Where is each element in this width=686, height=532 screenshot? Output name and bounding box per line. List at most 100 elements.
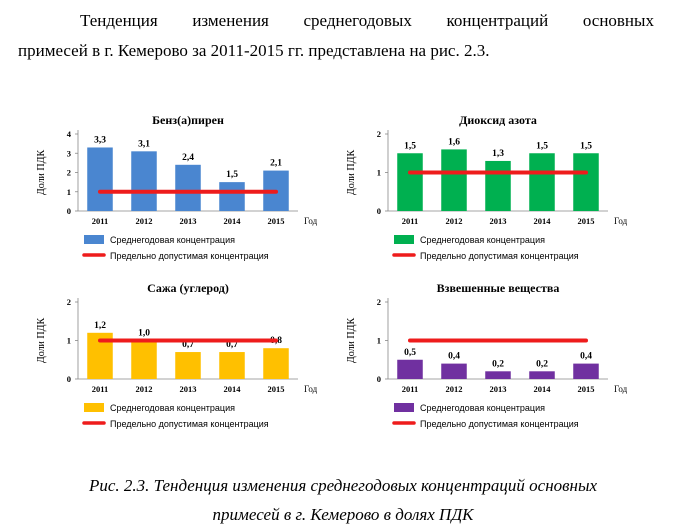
- intro-word: среднегодовых: [303, 11, 412, 30]
- x-tick-label: 2012: [136, 216, 153, 226]
- y-tick-label: 1: [377, 168, 381, 178]
- bar-value-label: 1,6: [448, 137, 460, 147]
- figure-caption-line-1: Рис. 2.3. Тенденция изменения среднегодо…: [88, 476, 598, 495]
- bar-value-label: 0,4: [448, 352, 460, 362]
- legend-label: Среднегодовая концентрация: [420, 235, 545, 245]
- x-tick-label: 2011: [92, 384, 109, 394]
- bar-value-label: 3,3: [94, 135, 106, 145]
- x-tick-label: 2011: [92, 216, 109, 226]
- x-axis-label: Год: [304, 216, 318, 226]
- bar-value-label: 1,5: [226, 170, 238, 180]
- bar-value-label: 1,5: [404, 141, 416, 151]
- chart-title: Бенз(а)пирен: [152, 113, 224, 127]
- bar: [131, 340, 157, 379]
- legend-label: Предельно допустимая концентрация: [110, 251, 269, 261]
- chart-svg: Сажа (углерод) Доли ПДК 0 1 2 1,2 2011 1,0 2012 0…: [36, 281, 318, 429]
- bar: [529, 153, 555, 211]
- bar-value-label: 0,2: [492, 359, 504, 369]
- bar: [573, 153, 599, 211]
- x-tick-label: 2013: [180, 384, 197, 394]
- bar: [219, 352, 245, 379]
- x-tick-label: 2015: [268, 216, 285, 226]
- bar: [441, 149, 467, 211]
- y-tick-label: 4: [67, 129, 72, 139]
- legend-label: Среднегодовая концентрация: [110, 235, 235, 245]
- x-tick-label: 2014: [224, 384, 242, 394]
- x-tick-label: 2013: [180, 216, 197, 226]
- bar: [529, 371, 555, 379]
- x-tick-label: 2012: [136, 384, 153, 394]
- y-tick-label: 2: [67, 168, 71, 178]
- x-tick-label: 2015: [578, 216, 595, 226]
- bar: [485, 160, 511, 211]
- legend-label: Предельно допустимая концентрация: [420, 251, 579, 261]
- x-tick-label: 2013: [490, 216, 507, 226]
- x-axis-label: Год: [614, 216, 628, 226]
- figure-caption-line-2: примесей в г. Кемерово в долях ПДК: [212, 505, 474, 524]
- bar: [87, 147, 113, 211]
- intro-word: концентраций: [446, 11, 549, 30]
- legend-label: Среднегодовая концентрация: [420, 403, 545, 413]
- bar-value-label: 0,7: [182, 340, 194, 350]
- chart-title: Сажа (углерод): [147, 281, 229, 295]
- intro-word: Тенденция: [80, 11, 158, 30]
- y-tick-label: 0: [67, 374, 71, 384]
- bar-value-label: 0,4: [580, 352, 592, 362]
- bar: [263, 348, 289, 379]
- bar-value-label: 3,1: [138, 139, 150, 149]
- bar: [485, 371, 511, 379]
- x-tick-label: 2014: [534, 384, 552, 394]
- legend-swatch-bar: [394, 235, 414, 244]
- bar-value-label: 1,5: [536, 141, 548, 151]
- legend-swatch-bar: [84, 235, 104, 244]
- bar: [397, 153, 423, 211]
- bar-value-label: 0,2: [536, 359, 548, 369]
- chart-svg: Взвешенные вещества Доли ПДК 0 1 2 0,5 2011 0,4…: [346, 281, 628, 429]
- bar-value-label: 1,5: [580, 141, 592, 151]
- legend-swatch-bar: [394, 403, 414, 412]
- x-axis-label: Год: [614, 384, 628, 394]
- bar: [441, 363, 467, 379]
- x-tick-label: 2014: [224, 216, 242, 226]
- legend-label: Среднегодовая концентрация: [110, 403, 235, 413]
- x-tick-label: 2015: [578, 384, 595, 394]
- chart-suspended-matter: Взвешенные вещества Доли ПДК 0 1 2 0,5 2011 0,4…: [340, 278, 660, 448]
- chart-title: Диоксид азота: [459, 113, 537, 127]
- y-tick-label: 0: [377, 206, 381, 216]
- chart-benzapyrene: Бенз(а)пирен Доли ПДК 0 1 2 3 4 3,3 2011 3,1 2012 2…: [30, 110, 350, 280]
- bar: [131, 151, 157, 211]
- y-tick-label: 2: [67, 297, 71, 307]
- x-tick-label: 2011: [402, 216, 419, 226]
- intro-word: изменения: [192, 11, 269, 30]
- x-tick-label: 2011: [402, 384, 419, 394]
- bar: [175, 352, 201, 379]
- intro-line-2: примесей в г. Кемерово за 2011-2015 гг. …: [18, 41, 490, 60]
- chart-svg: Бенз(а)пирен Доли ПДК 0 1 2 3 4 3,3 2011 3,1 2012 2…: [36, 113, 318, 261]
- y-axis-label: Доли ПДК: [346, 150, 357, 196]
- y-tick-label: 1: [67, 187, 71, 197]
- bar: [397, 359, 423, 379]
- x-tick-label: 2012: [446, 216, 463, 226]
- y-axis-label: Доли ПДК: [36, 150, 47, 196]
- bar: [175, 164, 201, 211]
- bar-value-label: 1,0: [138, 329, 150, 339]
- chart-nitrogen-dioxide: Диоксид азота Доли ПДК 0 1 2 1,5 2011 1,6 2012 1,…: [340, 110, 660, 280]
- x-tick-label: 2015: [268, 384, 285, 394]
- y-tick-label: 2: [377, 297, 381, 307]
- y-axis-label: Доли ПДК: [346, 318, 357, 364]
- chart-svg: Диоксид азота Доли ПДК 0 1 2 1,5 2011 1,6 2012 1,…: [346, 113, 628, 261]
- x-tick-label: 2012: [446, 384, 463, 394]
- bar: [219, 182, 245, 211]
- legend-label: Предельно допустимая концентрация: [420, 419, 579, 429]
- y-tick-label: 1: [377, 336, 381, 346]
- y-tick-label: 0: [377, 374, 381, 384]
- y-tick-label: 3: [67, 148, 71, 158]
- x-axis-label: Год: [304, 384, 318, 394]
- bar-value-label: 2,4: [182, 153, 194, 163]
- legend-label: Предельно допустимая концентрация: [110, 419, 269, 429]
- x-tick-label: 2014: [534, 216, 552, 226]
- intro-paragraph: Тенденция изменения среднегодовых концен…: [18, 6, 654, 66]
- y-axis-label: Доли ПДК: [36, 318, 47, 364]
- y-tick-label: 0: [67, 206, 71, 216]
- intro-line-1: Тенденция изменения среднегодовых концен…: [18, 6, 654, 36]
